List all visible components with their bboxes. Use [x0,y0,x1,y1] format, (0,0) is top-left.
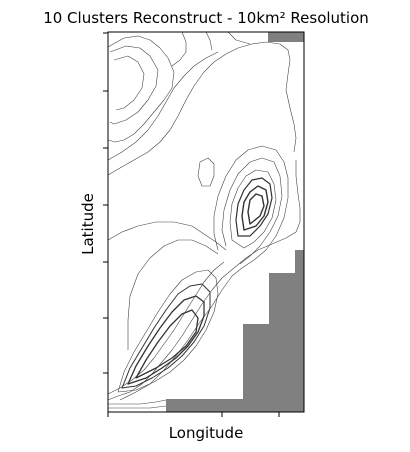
contour-line [227,31,251,45]
masked-cell [268,32,304,42]
contour-line [127,239,219,350]
masked-cell [243,324,304,400]
contour-line [107,35,175,143]
y-axis-label: Latitude [79,193,97,255]
y-axis [103,32,108,374]
contour-line [113,55,145,111]
contour-line [117,269,219,393]
masked-region [166,32,304,412]
plot-frame [107,31,305,413]
contour-line [127,295,205,385]
chart-title: 10 Clusters Reconstruct - 10km² Resoluti… [43,9,369,27]
contour-lines [107,31,301,409]
contour-line [171,31,187,67]
contour-line [229,169,277,249]
contour-line [235,177,273,237]
contour-line [205,31,213,51]
masked-cell [295,250,304,274]
contour-line [107,221,227,251]
contour-line [247,193,265,225]
contour-line [107,51,219,161]
x-axis [107,412,280,417]
contour-line [107,261,225,395]
contour-line [109,45,159,125]
contour-line [121,283,211,389]
x-axis-label: Longitude [169,424,244,442]
contour-line [221,157,283,265]
masked-cell [166,399,304,412]
contour-line [197,157,215,187]
contour-line [135,309,199,379]
contour-line [107,160,301,401]
plot-area [107,31,305,413]
contour-line [108,405,167,409]
masked-cell [269,273,304,325]
contour-line [241,185,269,231]
contour-line [108,399,167,405]
contour-line [107,41,297,176]
